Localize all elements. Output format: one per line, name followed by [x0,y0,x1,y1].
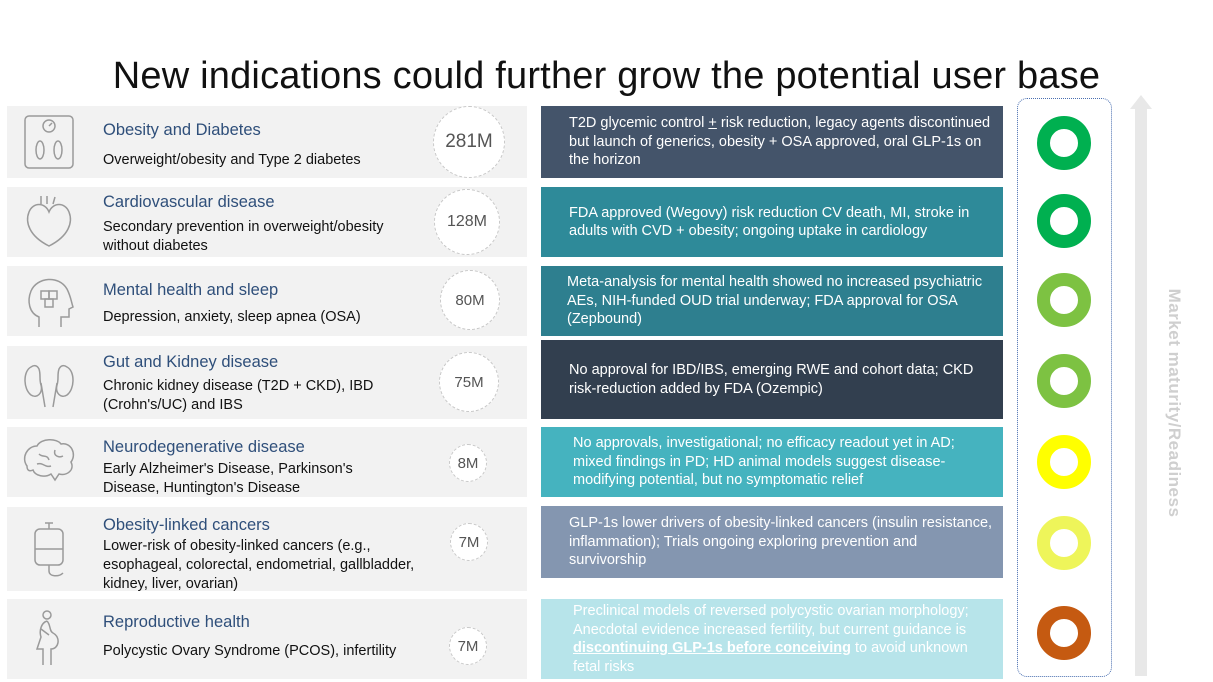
status-box-cardiovascular: FDA approved (Wegovy) risk reduction CV … [541,187,1003,257]
population-value: 7M [458,533,480,551]
readiness-indicator [1037,435,1091,489]
status-box-mental-health: Meta-analysis for mental health showed n… [541,266,1003,336]
indication-row-gut-kidney: Gut and Kidney disease Chronic kidney di… [7,346,527,419]
status-detail: No approval for IBD/IBS, emerging RWE an… [569,362,974,397]
indication-description: Depression, anxiety, sleep apnea (OSA) [103,309,361,325]
indication-description: Chronic kidney disease (T2D + CKD), IBD … [103,378,374,413]
readiness-indicator [1037,516,1091,570]
readiness-indicator [1037,273,1091,327]
status-box-reproductive: Preclinical models of reversed polycysti… [541,599,1003,679]
readiness-indicator [1037,116,1091,170]
status-box-neurodegenerative: No approvals, investigational; no effica… [541,427,1003,497]
population-value: 128M [446,213,488,230]
heart-icon [19,192,79,252]
population-value: 7M [457,637,479,655]
indication-row-cancers: Obesity-linked cancers Lower-risk of obe… [7,507,527,592]
population-value: 80M [455,291,485,309]
indication-row-neurodegenerative: Neurodegenerative disease Early Alzheime… [7,427,527,497]
status-detail: Meta-analysis for mental health showed n… [567,274,983,328]
status-detail: FDA approved (Wegovy) risk reduction CV … [569,204,970,240]
brain-icon [19,432,79,492]
indication-title: Obesity and Diabetes [103,121,261,139]
indication-title: Reproductive health [103,613,250,631]
status-box-obesity-diabetes: T2D glycemic control + risk reduction, l… [541,106,1003,178]
pregnant-woman-icon [19,609,79,669]
arrow-up-icon [1130,95,1152,109]
status-detail: Preclinical models of reversed polycysti… [573,603,969,675]
indication-description: Secondary prevention in overweight/obesi… [103,219,384,254]
population-badge: 80M [440,270,500,330]
readiness-column-frame [1017,98,1112,677]
maturity-arrow-shaft [1135,108,1147,676]
head-puzzle-icon [19,271,79,331]
status-box-gut-kidney: No approval for IBD/IBS, emerging RWE an… [541,340,1003,419]
population-value: 8M [457,454,479,472]
status-detail: No approvals, investigational; no effica… [573,435,955,489]
status-detail: GLP-1s lower drivers of obesity-linked c… [569,515,993,569]
indication-title: Cardiovascular disease [103,193,275,211]
readiness-indicator [1037,354,1091,408]
population-badge: 75M [439,352,499,412]
population-badge: 128M [434,189,500,255]
indication-description: Lower-risk of obesity-linked cancers (e.… [103,538,415,592]
indication-title: Gut and Kidney disease [103,353,279,371]
iv-bag-icon [19,519,79,579]
population-value: 75M [454,373,484,391]
indication-row-reproductive: Reproductive health Polycystic Ovary Syn… [7,599,527,679]
scale-icon [19,112,79,172]
indication-description: Early Alzheimer's Disease, Parkinson's D… [103,461,353,496]
indication-row-cardiovascular: Cardiovascular disease Secondary prevent… [7,187,527,257]
indication-title: Neurodegenerative disease [103,438,305,456]
indication-title: Obesity-linked cancers [103,516,270,534]
kidneys-icon [19,353,79,413]
indication-title: Mental health and sleep [103,281,279,299]
page-title: New indications could further grow the p… [112,55,1101,97]
readiness-indicator [1037,606,1091,660]
population-badge: 8M [449,444,487,482]
population-badge: 7M [450,523,488,561]
population-value: 281M [445,131,493,152]
status-box-cancers: GLP-1s lower drivers of obesity-linked c… [541,506,1003,578]
readiness-indicator [1037,194,1091,248]
market-maturity-label: Market maturity/Readiness [1165,288,1184,518]
indication-description: Polycystic Ovary Syndrome (PCOS), infert… [103,643,397,659]
indication-description: Overweight/obesity and Type 2 diabetes [103,152,361,168]
population-badge: 281M [433,106,505,178]
population-badge: 7M [449,627,487,665]
status-detail: T2D glycemic control + risk reduction, l… [569,115,991,169]
